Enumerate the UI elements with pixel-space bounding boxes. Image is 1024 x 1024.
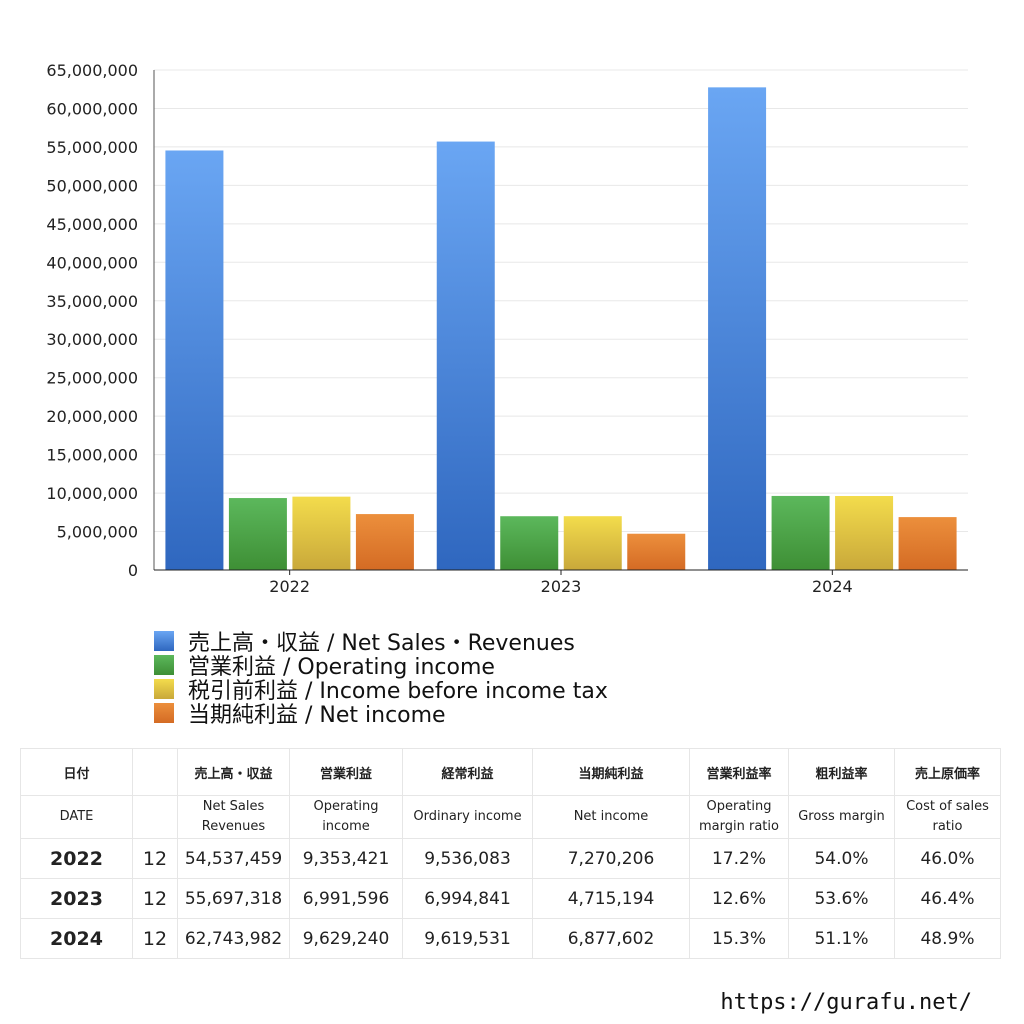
data-table: 日付 売上高・収益 営業利益 経常利益 当期純利益 営業利益率 粗利益率 売上原価率 DATE… [20, 748, 1001, 959]
bar-2022-series-1 [228, 498, 287, 570]
bar-2023-series-3 [627, 533, 686, 570]
table-cell: 9,629,240 [289, 918, 403, 959]
legend-label: 営業利益 / Operating income [188, 655, 495, 680]
table-row: 2024 12 62,743,982 9,629,240 9,619,531 6,877,… [20, 918, 1001, 959]
axes [153, 70, 968, 571]
table-cell: 12.6% [689, 878, 789, 919]
y-tick-label: 45,000,000 [46, 215, 138, 234]
table-cell: 12 [132, 918, 178, 959]
y-axis-ticks: 0 5,000,000 10,000,000 15,000,000 20,000,000… [46, 61, 138, 580]
y-tick-label: 20,000,000 [46, 407, 138, 426]
table-cell: 9,353,421 [289, 838, 403, 879]
y-tick-label: 35,000,000 [46, 292, 138, 311]
y-tick-label: 55,000,000 [46, 138, 138, 157]
table-cell: 54,537,459 [177, 838, 290, 879]
table-row: 2023 12 55,697,318 6,991,596 6,994,841 4,715,… [20, 878, 1001, 919]
table-cell: 48.9% [894, 918, 1001, 959]
table-header-en: DATE Net Sales Revenues Operating income Or… [20, 795, 1001, 839]
table-header-cell: 売上原価率 [894, 748, 1001, 796]
table-header-cell: 当期純利益 [532, 748, 690, 796]
table-header-cell: Ordinary income [402, 795, 533, 839]
table-header-cell: DATE [20, 795, 133, 839]
table-cell: 55,697,318 [177, 878, 290, 919]
table-header-cell: 営業利益率 [689, 748, 789, 796]
table-cell: 2022 [20, 838, 133, 879]
legend-swatch [154, 631, 174, 651]
y-tick-label: 0 [128, 561, 138, 580]
table-cell: 6,877,602 [532, 918, 690, 959]
x-tick-label: 2024 [812, 577, 853, 596]
y-tick-label: 30,000,000 [46, 330, 138, 349]
table-header-jp: 日付 売上高・収益 営業利益 経常利益 当期純利益 営業利益率 粗利益率 売上原価率 [20, 748, 1001, 796]
table-cell: 46.4% [894, 878, 1001, 919]
legend-swatch [154, 679, 174, 699]
y-tick-label: 5,000,000 [57, 523, 138, 542]
y-tick-label: 25,000,000 [46, 369, 138, 388]
table-header-cell: Cost of sales ratio [894, 795, 1001, 839]
table-cell: 2024 [20, 918, 133, 959]
table-cell: 6,994,841 [402, 878, 533, 919]
table-header-cell: Operating margin ratio [689, 795, 789, 839]
y-tick-label: 60,000,000 [46, 99, 138, 118]
table-cell: 17.2% [689, 838, 789, 879]
table-header-cell [132, 748, 178, 796]
table-cell: 6,991,596 [289, 878, 403, 919]
table-header-cell: 売上高・収益 [177, 748, 290, 796]
bar-2024-series-1 [771, 495, 830, 570]
x-tick-label: 2022 [269, 577, 310, 596]
table-cell: 12 [132, 838, 178, 879]
table-cell: 46.0% [894, 838, 1001, 879]
table-header-cell: 粗利益率 [788, 748, 895, 796]
table-cell: 9,536,083 [402, 838, 533, 879]
table-cell: 53.6% [788, 878, 895, 919]
legend-label: 売上高・収益 / Net Sales・Revenues [188, 631, 575, 656]
table-header-cell: 経常利益 [402, 748, 533, 796]
bar-2024-series-2 [835, 496, 894, 570]
legend-swatch [154, 703, 174, 723]
table-header-cell: Operating income [289, 795, 403, 839]
table-cell: 9,619,531 [402, 918, 533, 959]
table-cell: 2023 [20, 878, 133, 919]
gridlines [154, 69, 968, 533]
table-cell: 7,270,206 [532, 838, 690, 879]
y-tick-label: 15,000,000 [46, 446, 138, 465]
y-tick-label: 10,000,000 [46, 484, 138, 503]
table-cell: 51.1% [788, 918, 895, 959]
table-header-cell: 日付 [20, 748, 133, 796]
table-header-cell [132, 795, 178, 839]
legend-swatch [154, 655, 174, 675]
table-header-cell: Net income [532, 795, 690, 839]
table-header-cell: Gross margin [788, 795, 895, 839]
table-cell: 54.0% [788, 838, 895, 879]
table-cell: 62,743,982 [177, 918, 290, 959]
table-cell: 4,715,194 [532, 878, 690, 919]
site-url: https://gurafu.net/ [720, 990, 972, 1015]
legend-label: 当期純利益 / Net income [188, 703, 446, 728]
bar-2023-series-1 [500, 516, 559, 570]
y-tick-label: 50,000,000 [46, 176, 138, 195]
x-tick-label: 2023 [541, 577, 582, 596]
y-tick-label: 65,000,000 [46, 61, 138, 80]
bar-chart: 0 5,000,000 10,000,000 15,000,000 20,000,000… [46, 61, 968, 728]
bar-2022-series-0 [165, 150, 224, 570]
bar-2022-series-3 [355, 514, 414, 570]
table-row: 2022 12 54,537,459 9,353,421 9,536,083 7,270,… [20, 838, 1001, 879]
table-header-cell: 営業利益 [289, 748, 403, 796]
table-cell: 15.3% [689, 918, 789, 959]
x-axis-ticks: 2022 2023 2024 [269, 570, 853, 596]
table-header-cell: Net Sales Revenues [177, 795, 290, 839]
bar-2022-series-2 [292, 496, 351, 570]
bar-2024-series-0 [708, 87, 767, 571]
bars [165, 87, 957, 571]
bar-2023-series-0 [436, 141, 495, 571]
bar-2023-series-2 [563, 516, 622, 570]
y-tick-label: 40,000,000 [46, 253, 138, 272]
table-cell: 12 [132, 878, 178, 919]
legend-label: 税引前利益 / Income before income tax [188, 679, 608, 704]
bar-2024-series-3 [898, 517, 957, 570]
